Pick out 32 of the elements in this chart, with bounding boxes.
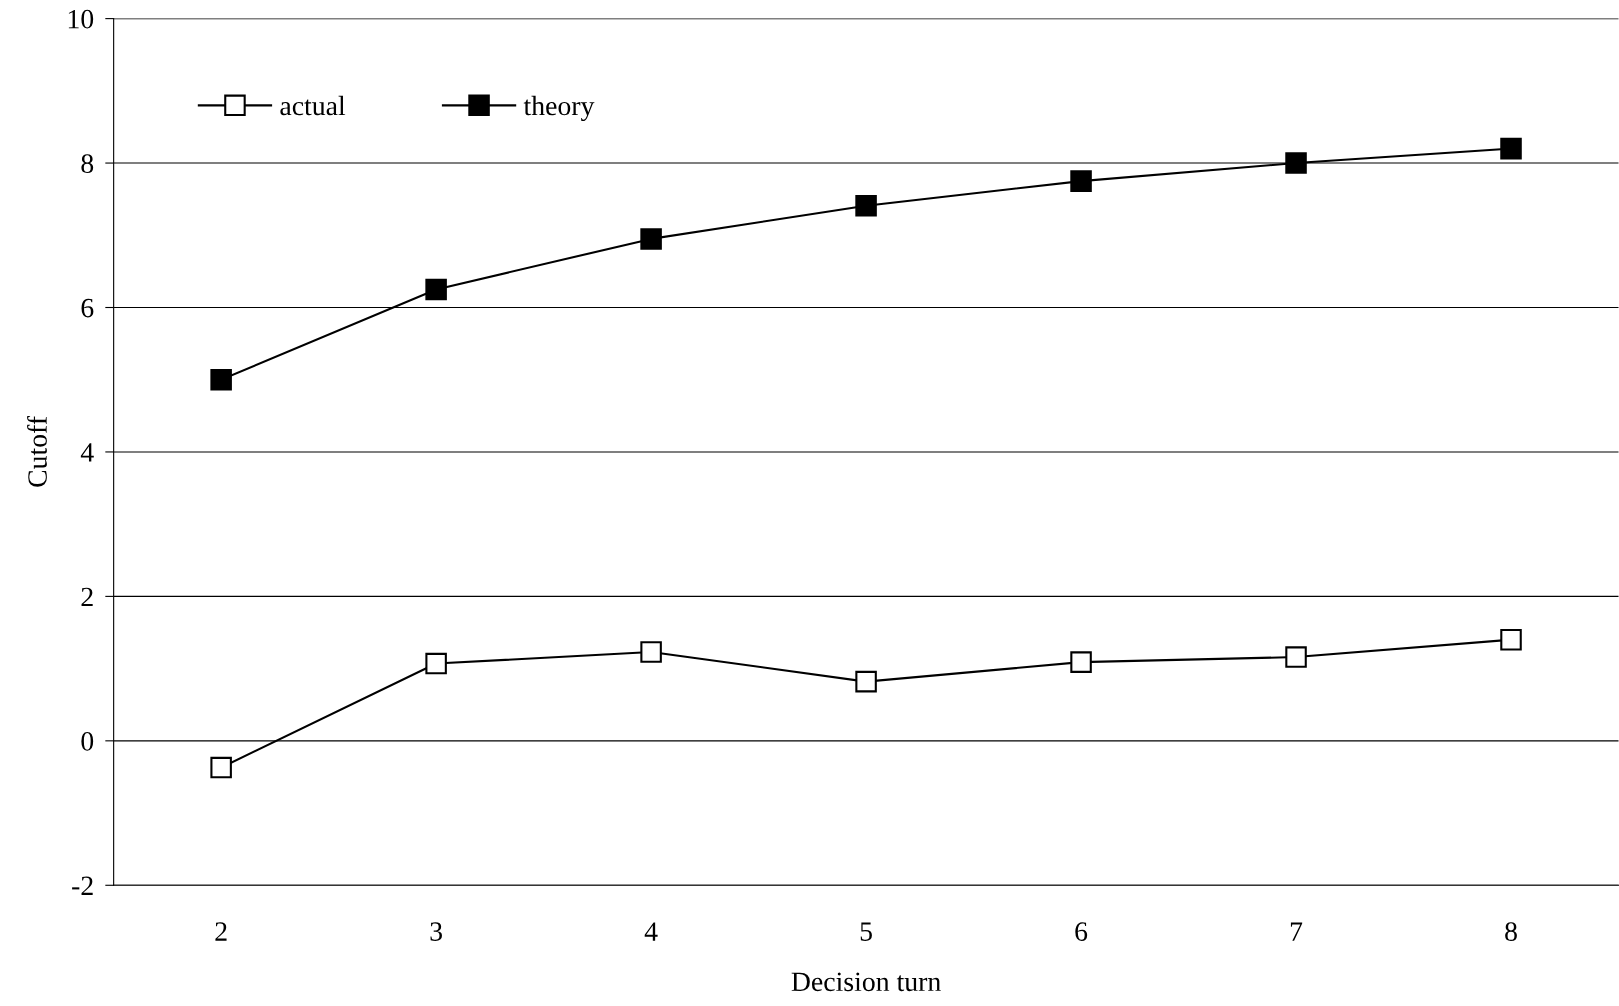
point [210, 368, 232, 391]
y-tick-label: 6 [81, 298, 94, 318]
x-tick-label: 5 [860, 922, 872, 941]
point [640, 228, 662, 250]
x-tick-label: 7 [1290, 922, 1303, 941]
y-tick-label: 0 [81, 732, 94, 751]
point [210, 756, 232, 779]
x-tick-label: 4 [644, 922, 658, 941]
point [425, 652, 447, 675]
point [1285, 152, 1307, 174]
point [640, 641, 662, 663]
x-tick-label: 8 [1505, 922, 1517, 941]
y-tick-label: 2 [81, 587, 93, 607]
legend-label: theory [523, 95, 595, 122]
y-tick-label: -2 [72, 876, 93, 895]
point [1500, 137, 1522, 160]
y-tick-label: 10 [68, 9, 94, 29]
point [425, 278, 447, 301]
x-tick-label: 3 [430, 922, 442, 941]
point [1500, 628, 1522, 651]
point [1285, 646, 1307, 668]
point [855, 670, 877, 693]
point [1070, 170, 1092, 192]
x-tick-label: 6 [1075, 922, 1088, 941]
y-axis-title: Cutoff [27, 415, 47, 487]
point [855, 194, 877, 217]
legend-label: actual [280, 95, 346, 116]
point [1070, 651, 1092, 673]
y-tick-label: 8 [81, 154, 94, 173]
x-axis-title: Decision turn [791, 972, 941, 992]
x-tick-label: 2 [215, 922, 227, 941]
y-tick-label: 4 [80, 443, 94, 462]
